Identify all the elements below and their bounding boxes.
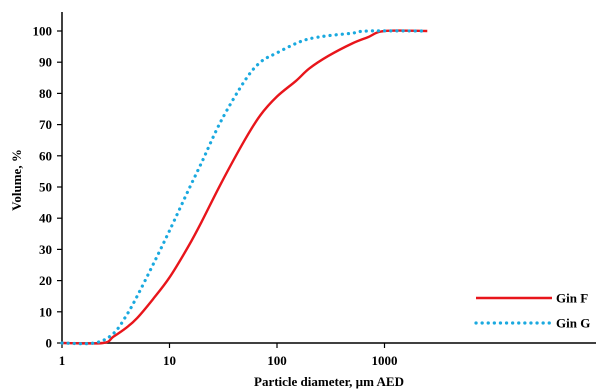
y-axis-ticks: 0 10 20 30 40 50 60 70 80 90 100: [33, 24, 62, 351]
y-tick-label: 70: [39, 117, 52, 132]
y-tick-label: 20: [39, 273, 52, 288]
series-line-gin-g: [60, 29, 429, 346]
legend-label: Gin F: [556, 291, 588, 306]
y-axis-title: Volume, %: [9, 149, 24, 211]
y-tick-label: 80: [39, 86, 52, 101]
y-tick-label: 90: [39, 55, 52, 70]
y-tick-label: 60: [39, 148, 52, 163]
y-tick-label: 50: [39, 180, 52, 195]
y-tick-label: 0: [46, 336, 53, 351]
y-tick-label: 100: [33, 24, 53, 39]
series-layer: [60, 29, 429, 346]
x-tick-label: 1000: [372, 353, 398, 368]
series-line-gin-f: [61, 29, 428, 345]
y-tick-label: 10: [39, 304, 52, 319]
x-tick-label: 100: [267, 353, 287, 368]
x-axis-title: Particle diameter, µm AED: [254, 374, 404, 389]
y-tick-label: 30: [39, 242, 52, 257]
legend-label: Gin G: [556, 316, 590, 331]
legend: Gin F Gin G: [474, 291, 590, 331]
x-tick-label: 10: [163, 353, 176, 368]
y-tick-label: 40: [39, 211, 52, 226]
x-axis-ticks: 1 10 100 1000: [59, 343, 398, 368]
x-tick-label: 1: [59, 353, 66, 368]
